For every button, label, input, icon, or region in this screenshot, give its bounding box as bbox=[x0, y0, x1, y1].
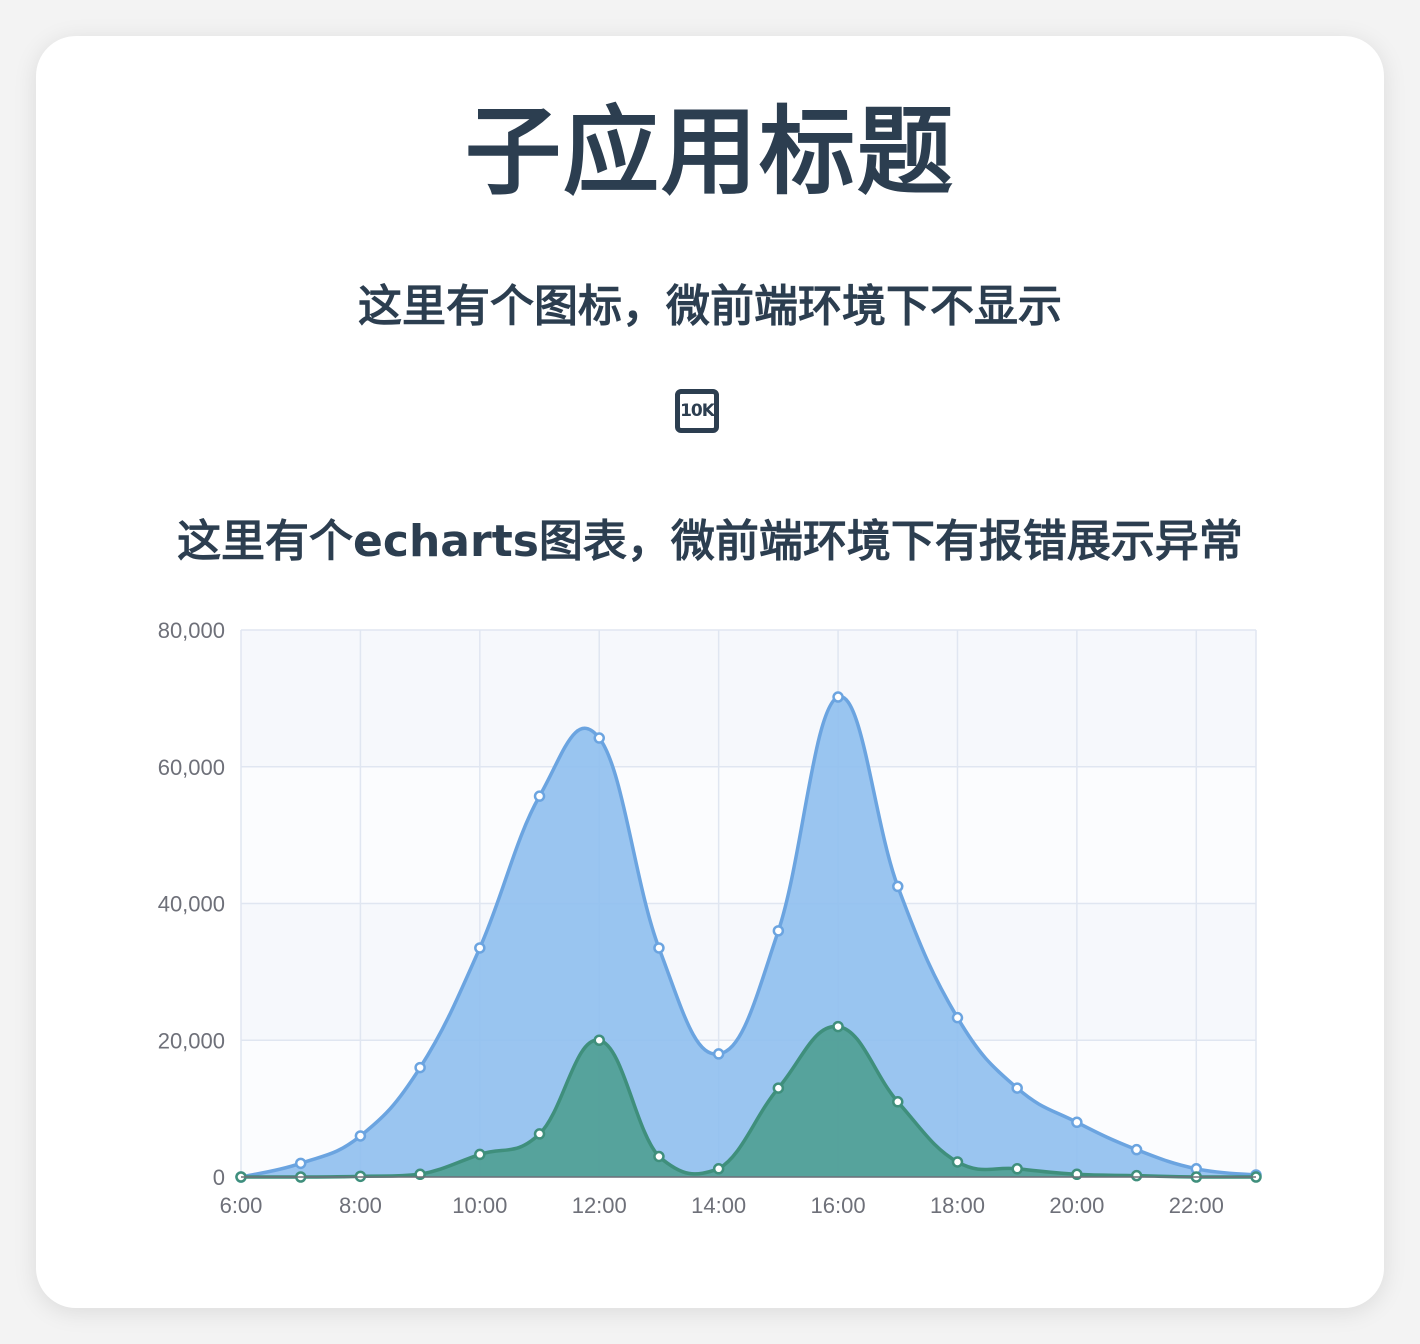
series-blue-point bbox=[1130, 1143, 1143, 1156]
series-green-area bbox=[241, 1026, 1256, 1177]
series-blue-point bbox=[892, 880, 904, 893]
series-blue-point bbox=[1011, 1082, 1023, 1094]
x-tick-label: 22:00 bbox=[1169, 1193, 1224, 1218]
chart-section-heading: 这里有个echarts图表，微前端环境下有报错展示异常 bbox=[177, 516, 1243, 567]
series-green-point bbox=[951, 1156, 964, 1168]
chart-container: 0 20,000 40,000 60,000 80,000 6:00 8:00 10:00 12… bbox=[36, 36, 1384, 1308]
series-green-point bbox=[474, 1148, 486, 1161]
series-green-point bbox=[1011, 1163, 1023, 1175]
x-tick-label: 14:00 bbox=[691, 1193, 746, 1218]
series-green-point bbox=[892, 1096, 904, 1108]
x-tick-label: 16:00 bbox=[811, 1193, 866, 1218]
x-tick-label: 6:00 bbox=[220, 1193, 263, 1218]
y-tick-label: 80,000 bbox=[158, 618, 225, 643]
series-green-point bbox=[1130, 1169, 1143, 1182]
10k-icon: 10K bbox=[675, 389, 719, 433]
y-tick-label: 0 bbox=[213, 1165, 225, 1190]
series-blue-point bbox=[951, 1011, 964, 1024]
series-blue-point bbox=[593, 732, 605, 744]
series-blue-point bbox=[474, 942, 486, 954]
x-tick-label: 10:00 bbox=[452, 1193, 507, 1218]
series-green-point bbox=[593, 1034, 605, 1046]
y-tick-label: 20,000 bbox=[158, 1028, 225, 1053]
series-blue-point bbox=[294, 1157, 307, 1170]
series-green-point bbox=[653, 1150, 665, 1163]
series-blue-point bbox=[354, 1130, 367, 1142]
series-blue-point bbox=[414, 1061, 426, 1074]
series-blue-line bbox=[240, 695, 1257, 1179]
x-tick-label: 8:00 bbox=[339, 1193, 382, 1218]
10k-icon-label: 10K bbox=[680, 401, 715, 421]
grid-band bbox=[241, 630, 1256, 767]
series-blue-area bbox=[241, 696, 1256, 1177]
y-tick-label: 40,000 bbox=[158, 892, 225, 917]
icon-section-heading: 这里有个图标，微前端环境下不显示 bbox=[358, 281, 1062, 332]
series-blue-point bbox=[712, 1048, 725, 1060]
app-card: 子应用标题 这里有个图标，微前端环境下不显示 10K 这里有个echarts图表… bbox=[36, 36, 1384, 1308]
series-blue-point bbox=[772, 925, 785, 937]
series-green-point bbox=[533, 1128, 546, 1140]
series-green-line bbox=[240, 1024, 1256, 1179]
series-blue-point bbox=[653, 942, 665, 954]
x-tick-label: 18:00 bbox=[930, 1193, 985, 1218]
series-blue-point bbox=[1071, 1116, 1083, 1129]
series-green-point bbox=[712, 1163, 725, 1175]
grid-band bbox=[241, 766, 1256, 904]
series-green-point bbox=[772, 1082, 785, 1094]
series-green-point bbox=[832, 1020, 844, 1033]
series-blue-point bbox=[533, 790, 546, 802]
series-blue-point bbox=[832, 691, 844, 703]
page-title: 子应用标题 bbox=[465, 96, 955, 208]
x-tick-label: 20:00 bbox=[1049, 1193, 1104, 1218]
y-tick-label: 60,000 bbox=[158, 755, 225, 780]
x-tick-label: 12:00 bbox=[572, 1193, 627, 1218]
area-chart[interactable]: 0 20,000 40,000 60,000 80,000 6:00 8:00 10:00 12… bbox=[36, 36, 1384, 1308]
